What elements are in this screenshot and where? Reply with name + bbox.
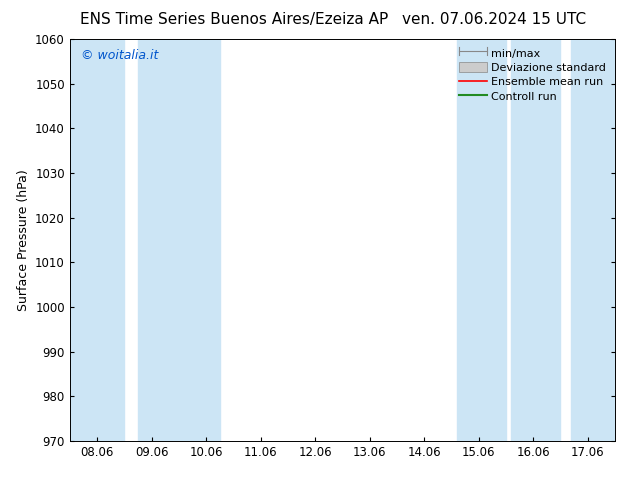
Bar <box>70 39 124 441</box>
Text: © woitalia.it: © woitalia.it <box>81 49 158 62</box>
Bar <box>571 39 615 441</box>
Text: ven. 07.06.2024 15 UTC: ven. 07.06.2024 15 UTC <box>403 12 586 27</box>
Legend: min/max, Deviazione standard, Ensemble mean run, Controll run: min/max, Deviazione standard, Ensemble m… <box>456 45 609 105</box>
Bar <box>457 39 506 441</box>
Y-axis label: Surface Pressure (hPa): Surface Pressure (hPa) <box>16 169 30 311</box>
Bar <box>512 39 560 441</box>
Bar <box>138 39 219 441</box>
Text: ENS Time Series Buenos Aires/Ezeiza AP: ENS Time Series Buenos Aires/Ezeiza AP <box>81 12 389 27</box>
